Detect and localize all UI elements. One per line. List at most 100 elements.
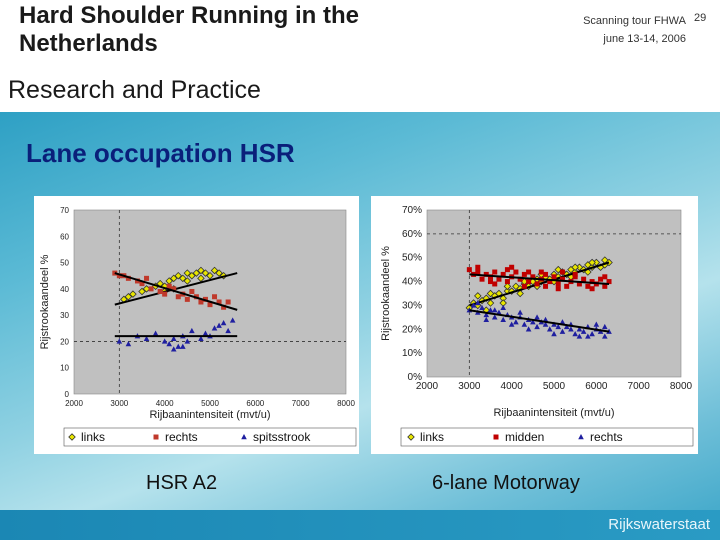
chart-right-series-rechts-point bbox=[508, 321, 515, 327]
chart-right-series-rechts-point bbox=[491, 307, 498, 313]
chart-left-x-axis-label: Rijbaanintensiteit (mvt/u) bbox=[149, 409, 270, 421]
chart-right-series-rechts-point bbox=[500, 316, 506, 322]
chart-right-series-midden-point bbox=[602, 283, 608, 289]
chart-right-x-tick-label: 4000 bbox=[501, 381, 524, 392]
chart-right-series-midden-point bbox=[564, 283, 570, 289]
chart-left-series-spitsstrook-point bbox=[211, 325, 218, 331]
chart-left-x-tick-label: 4000 bbox=[156, 399, 174, 408]
chart-right-series-midden-point bbox=[538, 269, 544, 275]
chart-right-series-midden-point bbox=[585, 283, 591, 289]
title-line-2: Netherlands bbox=[19, 30, 158, 57]
chart-right-series-links-point bbox=[571, 263, 579, 272]
chart-right-series-midden-point bbox=[479, 276, 485, 282]
chart-left-series-links-point bbox=[138, 287, 146, 296]
chart-left-series-rechts-point bbox=[225, 299, 231, 305]
chart-left-y-tick-label: 60 bbox=[60, 232, 69, 241]
chart-right-series-rechts-point bbox=[546, 326, 553, 332]
chart-left-series-links-point bbox=[174, 271, 183, 280]
chart-left-legend-marker-rechts bbox=[153, 434, 159, 440]
section-title: Lane occupation HSR bbox=[26, 138, 295, 168]
chart-right-series-rechts-point bbox=[555, 323, 562, 330]
chart-left-x-tick-label: 2000 bbox=[65, 399, 83, 408]
chart-right-series-midden-point bbox=[492, 269, 498, 275]
chart-left-series-links-point bbox=[192, 269, 201, 277]
chart-right-series-rechts-point bbox=[475, 300, 481, 306]
chart-right-series-rechts-point bbox=[513, 319, 519, 325]
chart-right-series-rechts-point bbox=[580, 328, 587, 334]
chart-left-legend-marker-links bbox=[68, 433, 76, 441]
chart-right-series-midden-point bbox=[534, 281, 540, 287]
chart-6-lane-motorway-svg: 0% 10% 20% 30% 40% 50% 60% 70% 2000 3000 4000 5000 6… bbox=[380, 205, 694, 447]
chart-right-series-rechts-point bbox=[525, 326, 532, 332]
chart-right-series-rechts-point bbox=[559, 319, 566, 325]
chart-left-series-rechts-point bbox=[162, 291, 168, 297]
chart-left-legend-label-links: links bbox=[81, 430, 105, 444]
chart-right-series-midden-point bbox=[483, 271, 489, 277]
chart-right-y-tick-label: 20% bbox=[402, 324, 422, 335]
chart-right-legend-label-links: links bbox=[420, 430, 444, 444]
chart-right-series-rechts-point bbox=[576, 326, 583, 332]
chart-left-series-rechts-point bbox=[189, 288, 195, 294]
chart-left-series-spitsstrook-point bbox=[202, 330, 209, 336]
chart-right-series-rechts-point bbox=[534, 323, 540, 330]
chart-right-series-rechts-point bbox=[483, 311, 490, 318]
chart-right-series-midden-point bbox=[492, 281, 498, 287]
chart-right-series-rechts-point bbox=[521, 321, 528, 327]
chart-right-y-axis-label: Rijstrookaandeel % bbox=[380, 246, 392, 341]
chart-right-series-midden-point bbox=[598, 276, 604, 282]
chart-right-series-midden-point bbox=[606, 279, 612, 285]
chart-right-series-rechts-point bbox=[491, 314, 498, 320]
chart-right-series-midden-point bbox=[555, 286, 561, 292]
chart-left-series-rechts-trendline bbox=[114, 272, 238, 311]
chart-right-series-midden-point bbox=[530, 274, 536, 280]
chart-left-series-spitsstrook-point bbox=[225, 327, 231, 334]
chart-right-series-midden-point bbox=[602, 274, 608, 280]
chart-left-series-rechts-point bbox=[171, 286, 177, 292]
chart-left-series-spitsstrook-point bbox=[189, 327, 195, 334]
chart-right-y-tick-label: 30% bbox=[402, 300, 422, 311]
chart-left-series-rechts-point bbox=[125, 275, 131, 281]
chart-left-legend-label-rechts: rechts bbox=[165, 430, 198, 444]
chart-right-series-rechts-point bbox=[559, 328, 566, 334]
chart-right-series-midden-point bbox=[504, 267, 510, 273]
chart-right-series-rechts-point bbox=[572, 331, 578, 337]
chart-right-series-rechts-point bbox=[585, 333, 591, 339]
chart-right-x-tick-label: 5000 bbox=[543, 381, 566, 392]
chart-right-series-rechts-point bbox=[568, 326, 574, 332]
chart-left-series-links-point bbox=[183, 277, 192, 285]
chart-left-series-spitsstrook-point bbox=[184, 338, 191, 344]
chart-right-series-rechts-point bbox=[563, 323, 570, 330]
chart-left-series-rechts-point bbox=[207, 302, 213, 308]
title-line-1: Hard Shoulder Running in the bbox=[19, 2, 359, 29]
chart-right-series-rechts-point bbox=[496, 309, 502, 315]
chart-left-series-links-point bbox=[183, 269, 192, 277]
chart-right-y-tick-label: 10% bbox=[402, 348, 422, 359]
chart-left-series-spitsstrook-point bbox=[125, 341, 132, 347]
chart-right-legend-label-rechts: rechts bbox=[590, 430, 623, 444]
chart-right-series-midden-point bbox=[504, 279, 510, 285]
chart-right-legend-marker-rechts bbox=[578, 434, 584, 440]
chart-left-series-rechts-point bbox=[139, 281, 145, 287]
chart-left-series-rechts-point bbox=[198, 299, 204, 305]
chart-right-series-midden-point bbox=[543, 271, 549, 277]
chart-left-series-spitsstrook-point bbox=[170, 346, 177, 352]
chart-right-y-tick-label: 0% bbox=[408, 372, 423, 383]
chart-right-series-rechts-trendline bbox=[469, 309, 610, 333]
chart-right-plot-area bbox=[426, 209, 682, 378]
chart-right-series-links-point bbox=[474, 292, 482, 300]
chart-right-y-tick-label: 40% bbox=[402, 277, 422, 288]
page-number: 29 bbox=[694, 12, 707, 24]
chart-right-series-midden-point bbox=[517, 276, 523, 282]
chart-left-legend-label-spitsstrook: spitsstrook bbox=[253, 430, 311, 444]
chart-left-y-tick-label: 10 bbox=[60, 364, 69, 373]
chart-right-series-midden-point bbox=[488, 279, 493, 285]
chart-right-series-rechts-point bbox=[542, 321, 549, 327]
chart-left-series-rechts-point bbox=[175, 294, 181, 300]
chart-right-series-midden-point bbox=[576, 281, 582, 287]
chart-right-series-midden-point bbox=[500, 271, 506, 277]
chart-left-legend-box bbox=[63, 427, 357, 447]
chart-left-y-tick-label: 20 bbox=[60, 337, 69, 346]
chart-right-series-midden-point bbox=[559, 276, 565, 282]
chart-left-y-tick-label: 0 bbox=[65, 390, 70, 399]
chart-left-y-axis-label: Rijstrookaandeel % bbox=[39, 254, 51, 349]
